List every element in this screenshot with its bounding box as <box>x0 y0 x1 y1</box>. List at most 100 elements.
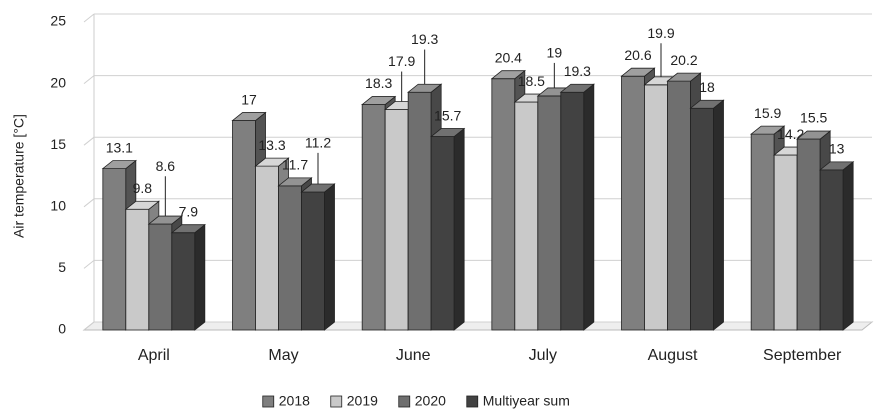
bar-top <box>231 112 267 121</box>
x-tick-label: July <box>529 347 557 364</box>
bar <box>819 161 855 331</box>
legend-swatch <box>398 395 411 408</box>
value-label: 20.2 <box>670 52 697 68</box>
y-tick-label: 15 <box>50 136 66 152</box>
bar-front <box>796 138 821 331</box>
value-label: 15.7 <box>434 107 461 123</box>
bar-front <box>667 80 691 331</box>
bar-front <box>384 109 409 331</box>
bar-front <box>514 101 539 331</box>
legend-swatch <box>330 395 343 408</box>
bar-top <box>277 177 313 187</box>
bar-top <box>300 183 336 193</box>
bar-top <box>490 70 526 80</box>
bar-front <box>125 208 150 331</box>
bar-top <box>124 200 160 210</box>
y-tick-label: 10 <box>50 198 66 214</box>
value-label: 18.3 <box>365 75 392 91</box>
bar-front <box>102 168 127 331</box>
bar-side <box>583 83 595 331</box>
bar-top <box>750 125 786 135</box>
value-label: 18 <box>699 79 715 95</box>
grid-line-diag <box>83 13 95 23</box>
bar-side <box>453 127 465 331</box>
legend-label: Multiyear sum <box>483 393 570 409</box>
value-label: 13 <box>829 141 845 157</box>
value-label: 9.8 <box>133 180 153 196</box>
value-label: 11.7 <box>282 157 308 173</box>
x-tick-label: September <box>763 347 842 364</box>
bar-front <box>690 107 714 331</box>
y-tick-label: 0 <box>58 321 66 337</box>
bar-top <box>666 72 702 82</box>
value-label: 15.9 <box>754 105 781 121</box>
bar-front <box>560 91 585 331</box>
bar <box>689 99 725 331</box>
value-label: 17.9 <box>388 53 415 69</box>
y-tick-label: 5 <box>58 259 66 275</box>
bar-top <box>819 161 855 171</box>
grid-line-diag <box>83 198 95 208</box>
bar-front <box>361 104 386 331</box>
bar-top <box>254 157 290 167</box>
value-label: 13.1 <box>106 139 133 155</box>
bar-top <box>361 96 397 105</box>
value-label: 14.2 <box>777 126 804 142</box>
grid-line-diag <box>83 260 95 269</box>
bar-top <box>147 215 183 225</box>
bar-side <box>194 223 206 331</box>
value-label: 19 <box>547 45 563 61</box>
bar-front <box>407 91 432 331</box>
bar-top <box>620 67 656 77</box>
bar-side <box>713 99 724 331</box>
x-tick-label: August <box>648 347 698 364</box>
bar-front <box>537 95 562 331</box>
bar-front <box>773 154 798 331</box>
bar <box>559 83 595 331</box>
grid-line-diag <box>83 75 95 84</box>
y-tick-label: 20 <box>50 74 66 90</box>
bar-front <box>255 165 279 331</box>
x-tick-label: April <box>138 347 170 364</box>
bar-top <box>796 130 832 140</box>
bar-front <box>750 133 775 331</box>
value-label: 15.5 <box>800 110 827 126</box>
bar <box>300 183 336 331</box>
bar-front <box>301 191 325 331</box>
y-tick-label: 25 <box>50 13 66 29</box>
bar <box>170 223 206 331</box>
legend-label: 2018 <box>279 393 310 409</box>
bar-top <box>101 160 137 170</box>
bar <box>430 127 466 331</box>
grid-line-diag <box>83 136 95 146</box>
value-label: 19.9 <box>647 25 674 41</box>
value-label: 11.2 <box>305 135 331 151</box>
legend-label: 2020 <box>415 393 446 409</box>
value-label: 13.3 <box>258 137 285 153</box>
value-label: 20.4 <box>495 49 522 65</box>
legend-swatch <box>262 395 275 408</box>
y-axis-title: Air temperature [°C] <box>11 114 27 238</box>
bar-front <box>232 120 256 331</box>
bar-top <box>407 83 443 93</box>
bar-side <box>842 161 854 331</box>
value-label: 19.3 <box>564 63 591 79</box>
value-label: 18.5 <box>518 73 545 89</box>
bar-front <box>171 232 196 331</box>
bar-front <box>148 223 173 331</box>
bar-side <box>324 183 335 331</box>
x-tick-label: May <box>268 347 298 364</box>
bar-front <box>644 84 668 331</box>
bar-front <box>621 75 645 331</box>
bar-front <box>491 78 516 331</box>
grid-line-diag <box>83 321 95 331</box>
bar-front <box>430 136 455 331</box>
bar-top <box>559 83 595 93</box>
value-label: 17 <box>241 91 257 107</box>
value-label: 20.6 <box>624 47 651 63</box>
x-tick-label: June <box>396 347 431 364</box>
bar-top <box>430 128 466 137</box>
value-label: 8.6 <box>156 158 176 174</box>
bar-front <box>819 169 844 331</box>
